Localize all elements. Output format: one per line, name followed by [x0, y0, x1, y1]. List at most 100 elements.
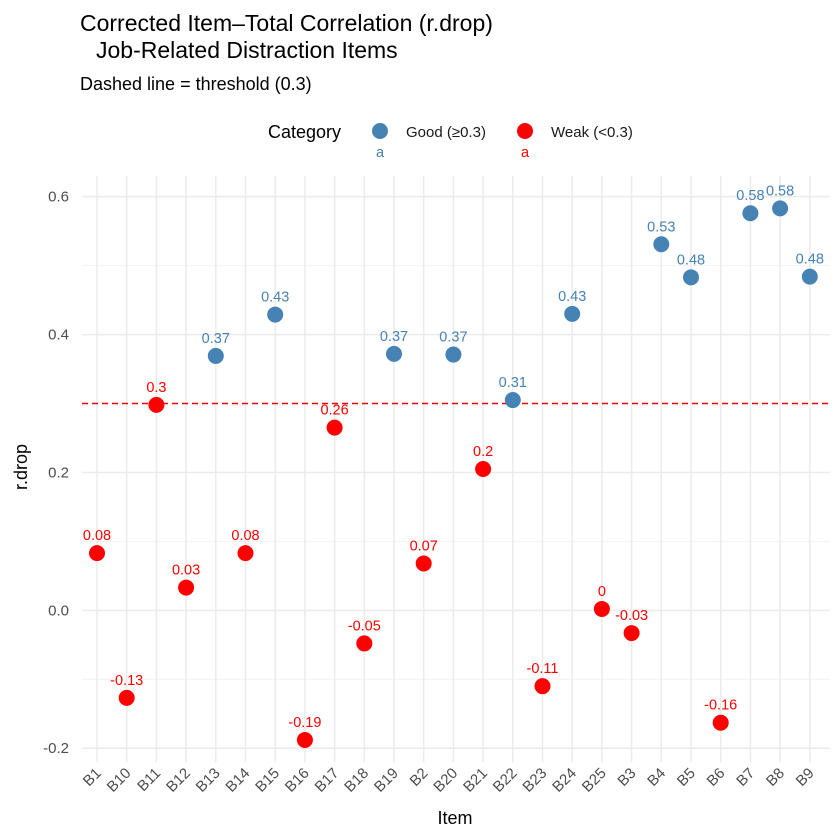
data-label: 0.03 [172, 563, 200, 579]
x-tick-label: B9 [793, 765, 818, 790]
x-tick-label: B24 [549, 765, 580, 796]
x-tick-label: B18 [341, 765, 372, 796]
y-axis-ticks: -0.2 0.0 0.2 0.4 0.6 [43, 189, 69, 758]
x-tick-label: B23 [519, 765, 550, 796]
legend-label: Good (≥0.3) [406, 124, 486, 141]
data-label: -0.19 [288, 715, 321, 731]
x-tick-label: B5 [674, 765, 699, 790]
data-point [712, 714, 729, 731]
data-point [683, 269, 699, 286]
data-point [207, 347, 224, 364]
data-label: 0.37 [202, 331, 230, 347]
data-point [148, 396, 165, 413]
legend-key [372, 123, 388, 139]
data-point [653, 236, 670, 253]
x-tick-label: B8 [763, 765, 788, 790]
data-point [415, 555, 432, 572]
x-tick-label: B11 [134, 765, 164, 795]
data-point [326, 419, 343, 436]
data-point [772, 200, 789, 217]
x-tick-label: B2 [407, 765, 432, 790]
data-point [504, 392, 521, 409]
data-label: -0.13 [110, 673, 143, 689]
data-point [564, 305, 581, 322]
x-tick-label: B12 [163, 765, 194, 796]
data-point [178, 579, 195, 596]
data-label: 0.43 [261, 290, 289, 306]
x-tick-label: B6 [704, 765, 729, 790]
data-points [89, 200, 818, 748]
data-label: 0.37 [439, 330, 467, 346]
data-label: 0.2 [473, 444, 493, 460]
x-tick-label: B14 [222, 765, 253, 796]
x-tick-label: B7 [733, 765, 758, 790]
legend-label: Weak (<0.3) [551, 124, 633, 141]
y-tick-label: 0.6 [48, 189, 69, 206]
y-tick-label: 0.4 [48, 327, 69, 344]
x-tick-label: B1 [80, 765, 105, 790]
x-tick-label: B21 [460, 765, 491, 796]
y-tick-label: 0.0 [48, 602, 69, 619]
data-label: 0.58 [766, 183, 794, 199]
data-point [356, 635, 373, 652]
data-label: -0.16 [704, 698, 737, 714]
data-label: 0.08 [83, 528, 111, 544]
data-point [237, 545, 254, 562]
x-tick-label: B22 [490, 765, 521, 796]
x-tick-label: B13 [193, 765, 224, 796]
legend-title: Category [268, 122, 341, 142]
data-point [118, 689, 135, 706]
x-tick-label: B10 [104, 765, 135, 796]
data-label: -0.03 [615, 608, 648, 624]
x-tick-label: B16 [282, 765, 313, 796]
x-tick-label: B19 [371, 765, 402, 796]
chart-title-line2: Job-Related Distraction Items [96, 37, 398, 63]
chart-subtitle: Dashed line = threshold (0.3) [80, 74, 312, 94]
data-label: 0.43 [558, 289, 586, 305]
data-point [89, 545, 105, 562]
x-tick-label: B17 [312, 765, 343, 796]
data-label: -0.11 [527, 661, 559, 677]
data-label: -0.05 [348, 618, 381, 634]
data-label: 0.53 [647, 219, 675, 235]
data-label: 0.26 [320, 403, 348, 419]
legend-key-text: a [521, 145, 530, 161]
data-label: 0.48 [796, 252, 824, 268]
data-labels: 0.08 -0.13 0.3 0.03 0.37 0.08 0.43 -0.19 0.26 -0.… [83, 183, 824, 731]
data-point [593, 600, 610, 617]
legend-entries: a Good (≥0.3) a Weak (<0.3) [372, 123, 633, 161]
data-point [386, 345, 402, 362]
x-tick-label: B4 [644, 765, 669, 790]
x-tick-label: B3 [614, 765, 639, 790]
data-point [742, 205, 759, 222]
x-axis-label: Item [437, 808, 472, 828]
legend-key [517, 123, 533, 139]
data-point [801, 268, 818, 285]
legend: Category a Good (≥0.3) a Weak (<0.3) [268, 122, 633, 161]
x-tick-label: B20 [430, 765, 461, 796]
x-tick-label: B15 [252, 765, 283, 796]
data-point [534, 678, 551, 695]
data-point [267, 306, 284, 323]
data-point [445, 346, 462, 363]
data-label: 0.3 [146, 380, 166, 396]
data-label: 0 [598, 584, 606, 600]
data-point [623, 625, 640, 642]
data-label: 0.58 [736, 188, 764, 204]
y-tick-label: -0.2 [43, 740, 69, 757]
data-label: 0.48 [677, 252, 705, 268]
data-label: 0.31 [499, 375, 527, 391]
legend-key-text: a [376, 145, 385, 161]
data-point [296, 731, 313, 748]
data-label: 0.08 [231, 528, 259, 544]
y-tick-label: 0.2 [48, 464, 69, 481]
data-label: 0.37 [380, 329, 408, 345]
data-point [475, 461, 492, 477]
chart-title-line1: Corrected Item–Total Correlation (r.drop… [80, 10, 493, 36]
data-label: 0.07 [410, 538, 438, 554]
y-axis-label: r.drop [11, 444, 31, 490]
grid-major [82, 176, 830, 762]
x-tick-label: B25 [579, 765, 610, 796]
